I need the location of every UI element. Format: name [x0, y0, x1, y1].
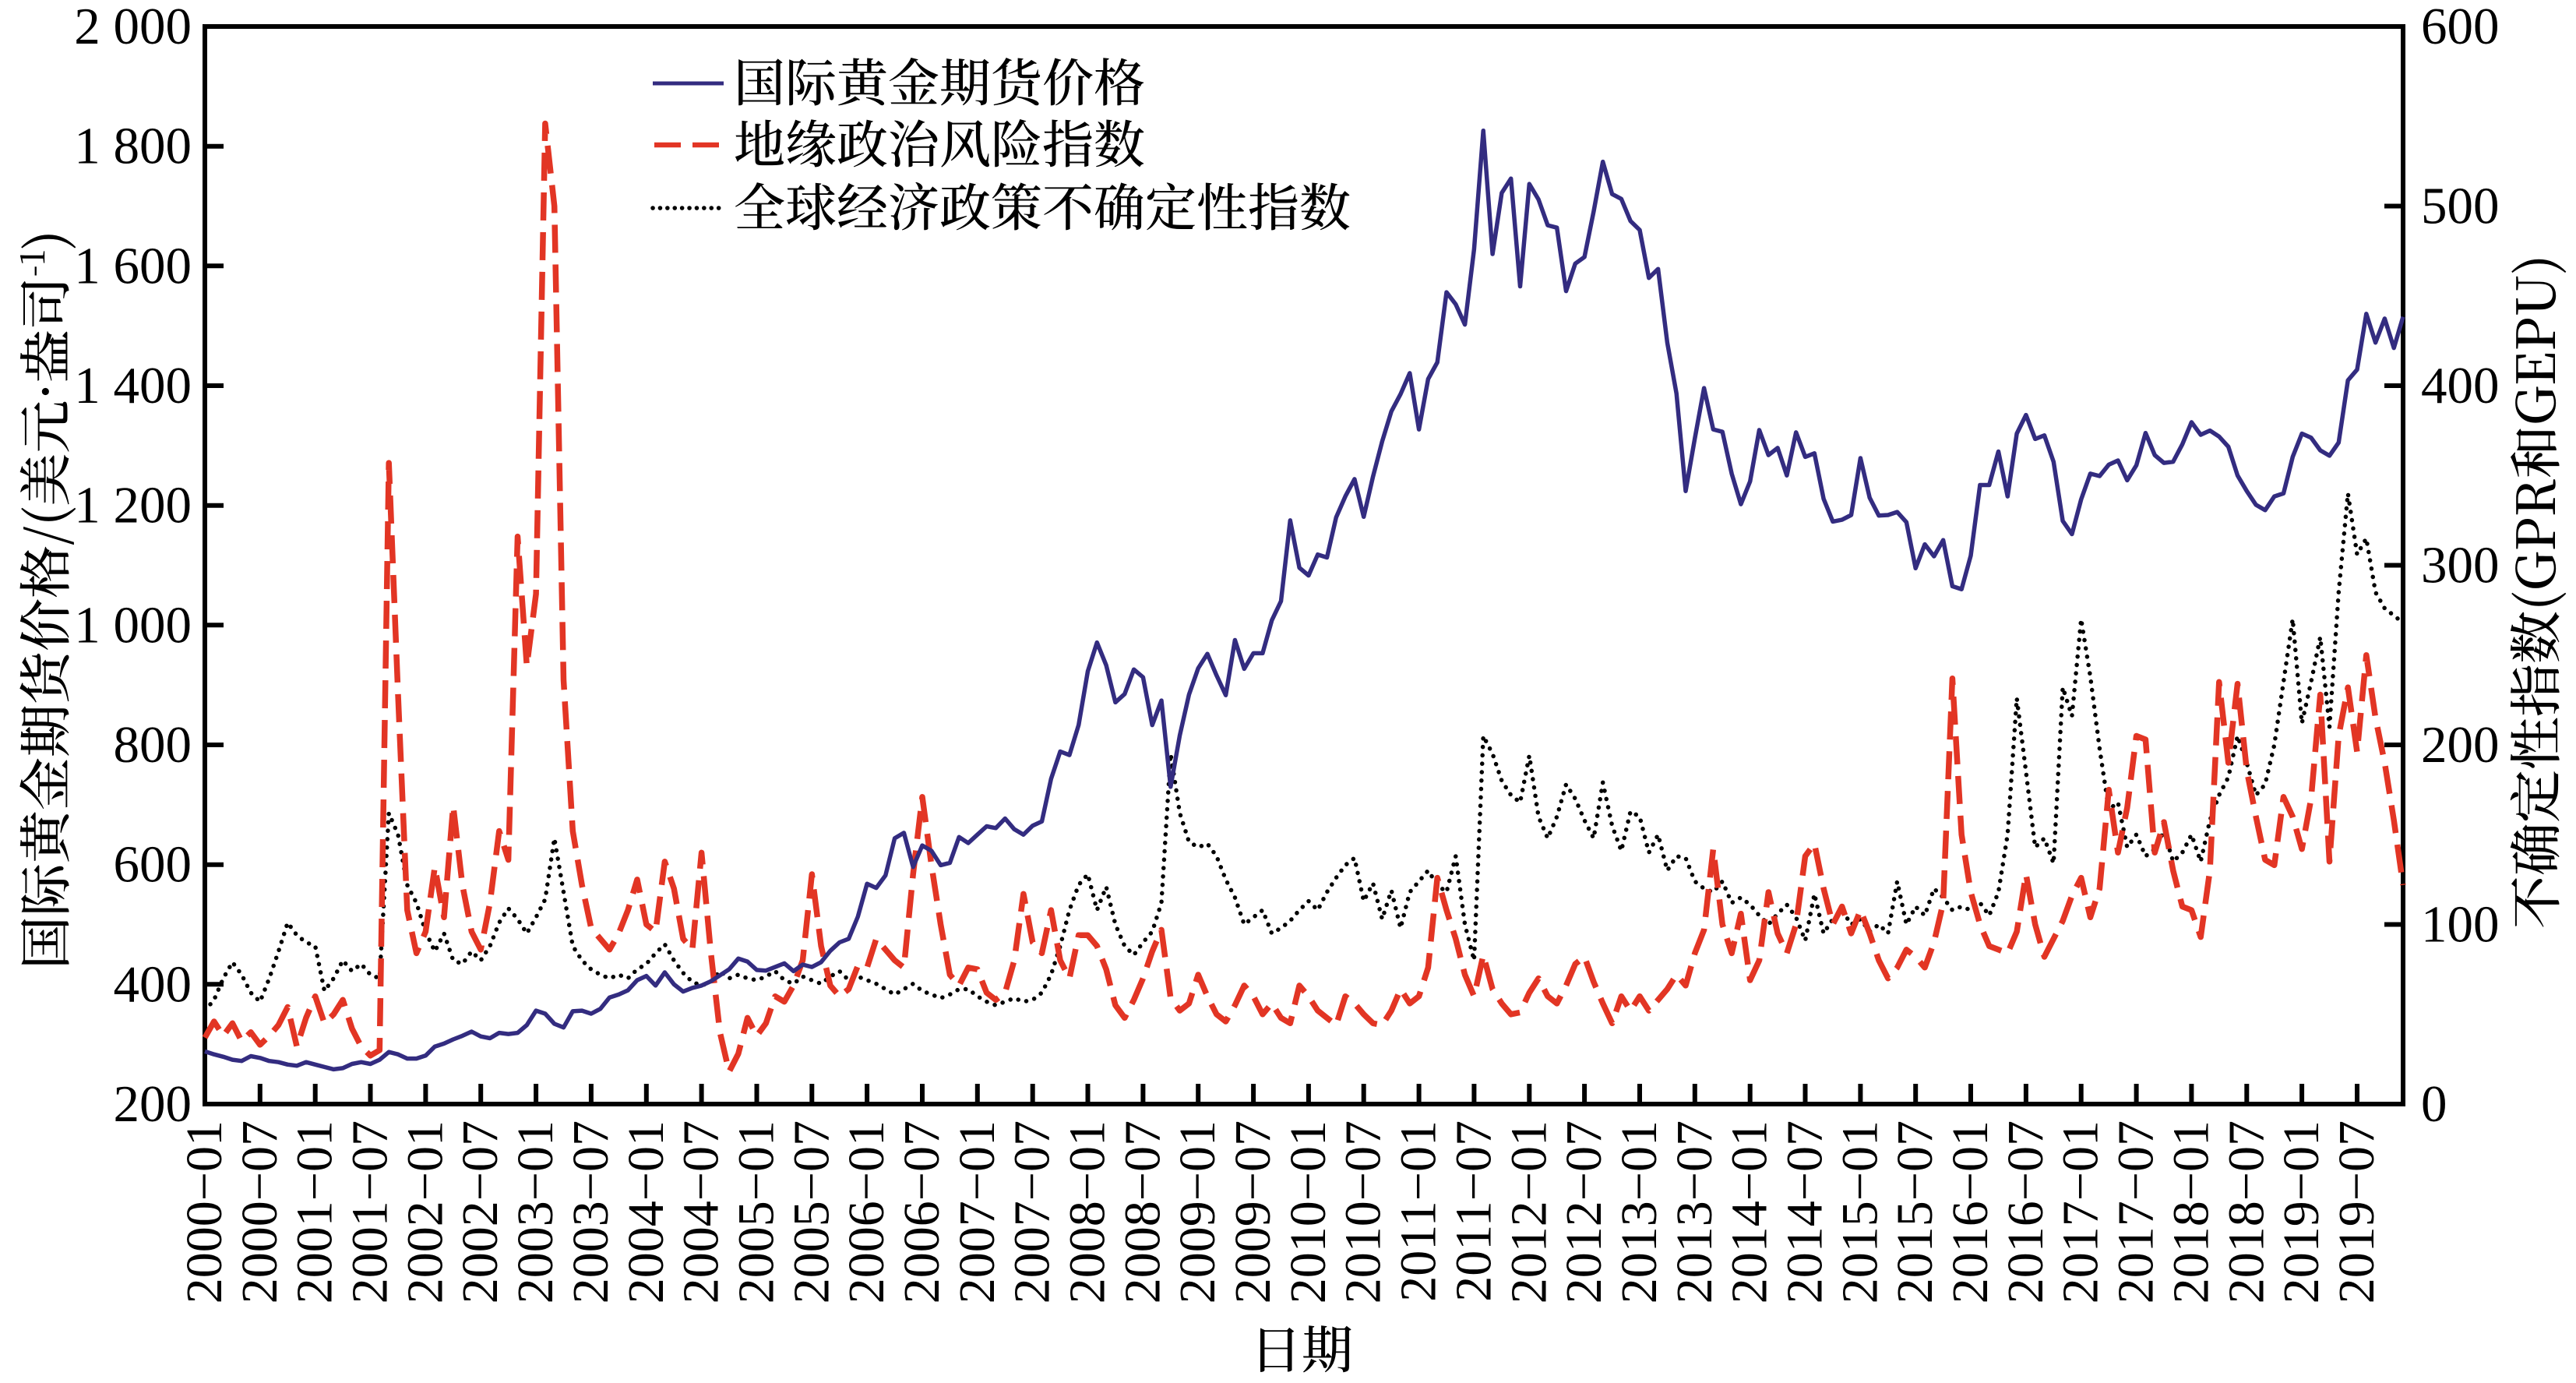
- svg-text:1 400: 1 400: [74, 357, 192, 415]
- svg-text:2012−07: 2012−07: [1556, 1120, 1612, 1304]
- svg-text:2001−01: 2001−01: [287, 1120, 344, 1304]
- svg-text:2011−01: 2011−01: [1390, 1120, 1447, 1302]
- svg-text:2016−07: 2016−07: [1997, 1120, 2054, 1304]
- svg-text:2007−07: 2007−07: [1004, 1120, 1061, 1304]
- svg-text:2010−07: 2010−07: [1335, 1120, 1392, 1304]
- svg-text:2014−07: 2014−07: [1777, 1120, 1834, 1304]
- svg-text:1 600: 1 600: [74, 237, 192, 295]
- svg-text:2013−01: 2013−01: [1611, 1120, 1668, 1304]
- svg-text:2000−07: 2000−07: [231, 1120, 288, 1304]
- svg-text:2005−01: 2005−01: [728, 1120, 785, 1304]
- svg-text:2000−01: 2000−01: [176, 1120, 233, 1304]
- svg-text:500: 500: [2421, 178, 2500, 235]
- svg-text:2015−01: 2015−01: [1831, 1120, 1888, 1304]
- svg-text:2016−01: 2016−01: [1942, 1120, 1999, 1304]
- svg-text:2004−07: 2004−07: [673, 1120, 730, 1304]
- svg-text:1 200: 1 200: [74, 477, 192, 535]
- svg-text:2015−07: 2015−07: [1887, 1120, 1943, 1304]
- svg-text:2011−07: 2011−07: [1445, 1120, 1502, 1302]
- svg-text:2007−01: 2007−01: [949, 1120, 1006, 1304]
- svg-text:2014−01: 2014−01: [1721, 1120, 1778, 1304]
- svg-text:2017−07: 2017−07: [2108, 1120, 2165, 1304]
- svg-text:2019−07: 2019−07: [2328, 1120, 2385, 1304]
- svg-text:2006−01: 2006−01: [838, 1120, 895, 1304]
- svg-text:0: 0: [2421, 1075, 2447, 1133]
- svg-text:2013−07: 2013−07: [1666, 1120, 1723, 1304]
- svg-text:2012−01: 2012−01: [1500, 1120, 1557, 1304]
- svg-text:2008−07: 2008−07: [1114, 1120, 1171, 1304]
- svg-text:1 000: 1 000: [74, 596, 192, 654]
- svg-text:800: 800: [114, 716, 192, 774]
- svg-text:2003−07: 2003−07: [562, 1120, 619, 1304]
- svg-text:2009−01: 2009−01: [1169, 1120, 1226, 1304]
- svg-text:2002−01: 2002−01: [396, 1120, 453, 1304]
- svg-text:2019−01: 2019−01: [2273, 1120, 2330, 1304]
- svg-text:2002−07: 2002−07: [452, 1120, 509, 1304]
- svg-text:400: 400: [2421, 357, 2500, 415]
- svg-text:2017−01: 2017−01: [2053, 1120, 2109, 1304]
- svg-text:1 800: 1 800: [74, 118, 192, 175]
- svg-text:2018−01: 2018−01: [2162, 1120, 2219, 1304]
- svg-text:300: 300: [2421, 537, 2500, 594]
- svg-text:2009−07: 2009−07: [1225, 1120, 1281, 1304]
- svg-text:2004−01: 2004−01: [618, 1120, 675, 1304]
- svg-text:600: 600: [2421, 0, 2500, 55]
- svg-text:200: 200: [114, 1075, 192, 1133]
- svg-text:2003−01: 2003−01: [507, 1120, 564, 1304]
- svg-text:400: 400: [114, 955, 192, 1013]
- svg-text:2010−01: 2010−01: [1280, 1120, 1337, 1304]
- svg-text:100: 100: [2421, 896, 2500, 954]
- svg-text:2 000: 2 000: [74, 0, 192, 55]
- svg-text:2005−07: 2005−07: [783, 1120, 840, 1304]
- svg-text:200: 200: [2421, 716, 2500, 774]
- svg-text:2018−07: 2018−07: [2218, 1120, 2275, 1304]
- svg-text:2008−01: 2008−01: [1059, 1120, 1116, 1304]
- svg-text:2006−07: 2006−07: [893, 1120, 950, 1304]
- svg-text:2001−07: 2001−07: [342, 1120, 399, 1304]
- svg-text:600: 600: [114, 836, 192, 894]
